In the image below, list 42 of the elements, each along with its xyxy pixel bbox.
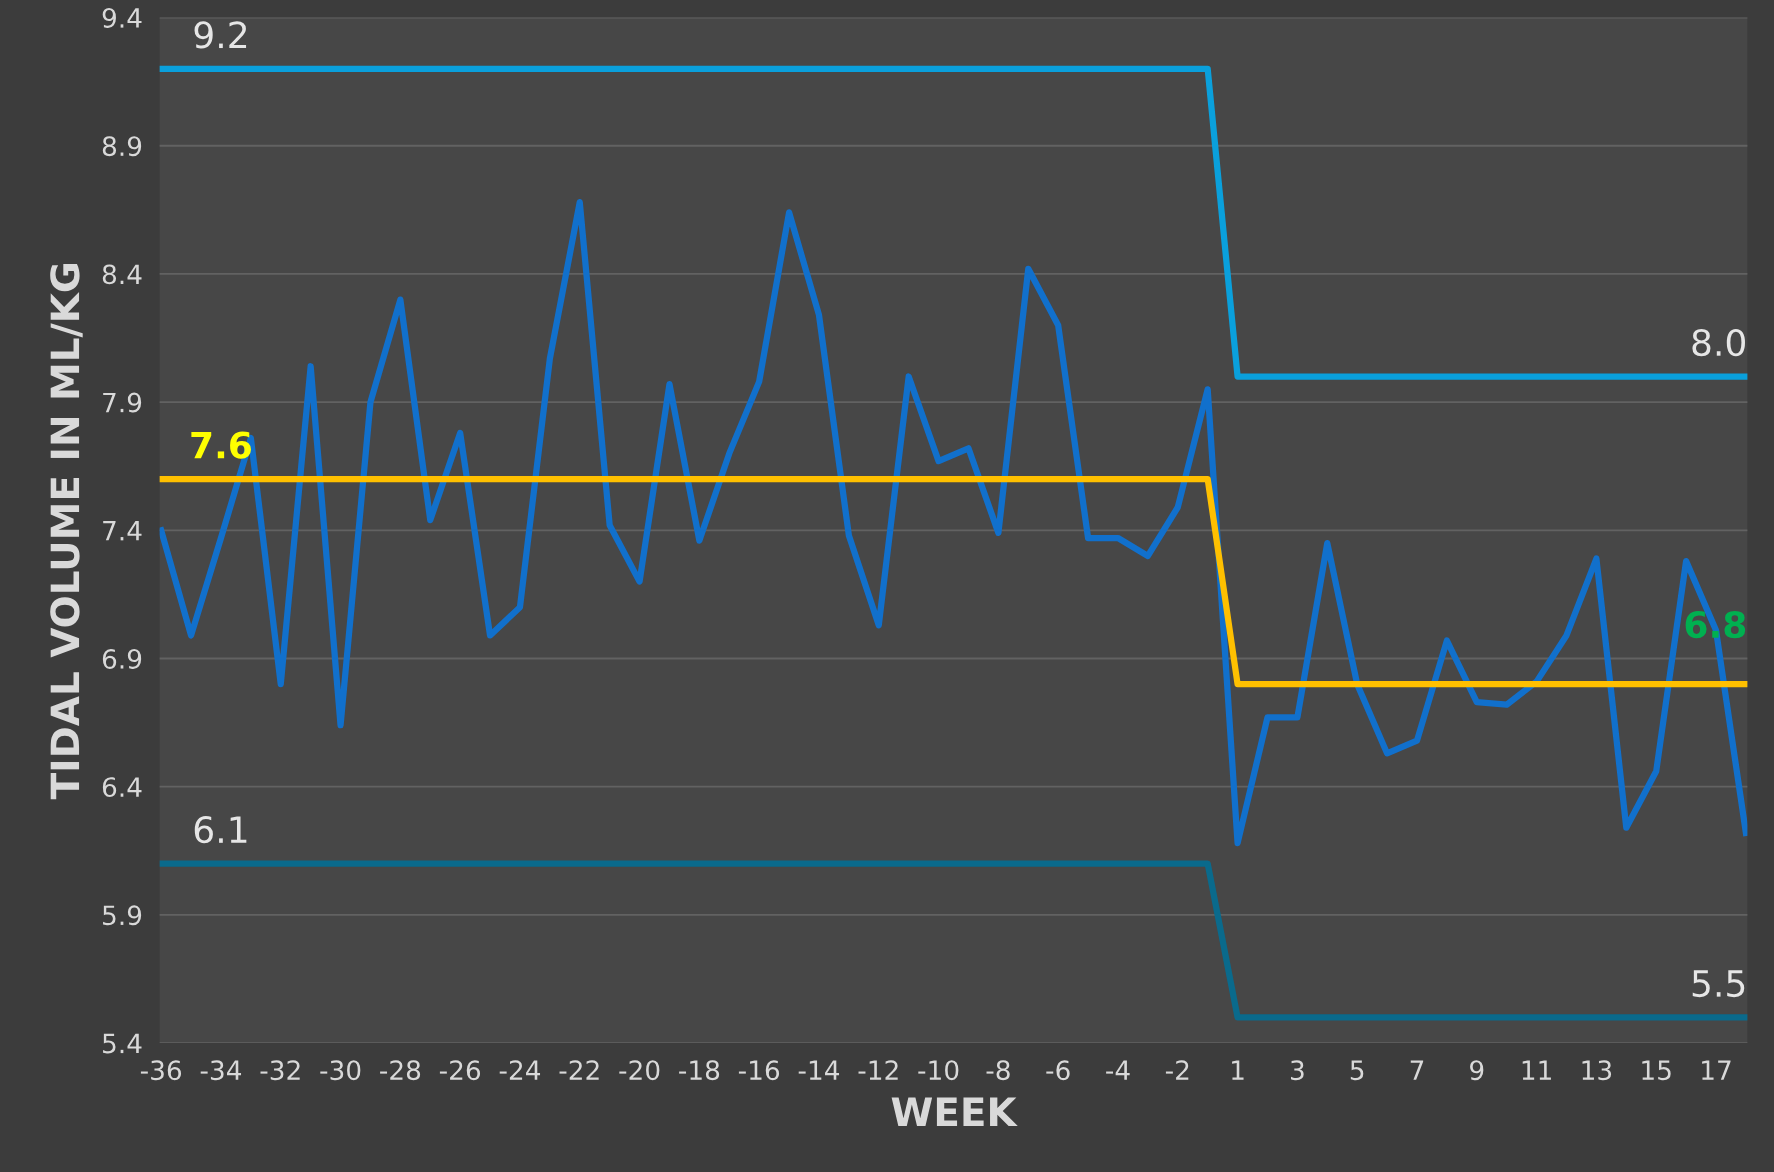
x-tick-label: -12 xyxy=(858,1060,898,1080)
x-tick-label: 9 xyxy=(1470,1060,1484,1081)
data-label: 5.5 xyxy=(1692,970,1745,998)
x-tick-label: -30 xyxy=(320,1060,361,1081)
y-tick-label: 9.4 xyxy=(102,8,142,28)
x-tick-label: -16 xyxy=(738,1060,780,1081)
x-tick-label: -26 xyxy=(439,1060,481,1081)
x-tick-label: 13 xyxy=(1582,1060,1612,1081)
y-axis-title: TIDAL VOLUME IN ML/KG xyxy=(50,264,83,800)
y-tick-label: 7.9 xyxy=(103,392,142,413)
y-tick-label: 8.9 xyxy=(102,136,142,157)
data-label: 6.1 xyxy=(194,816,247,844)
y-tick-label: 6.4 xyxy=(102,777,142,798)
x-tick-label: -6 xyxy=(1046,1060,1070,1081)
x-tick-label: -8 xyxy=(986,1060,1010,1081)
y-tick-label: 6.9 xyxy=(102,648,142,669)
x-tick-label: 3 xyxy=(1291,1060,1304,1081)
x-tick-label: -28 xyxy=(380,1060,421,1081)
x-tick-label: -2 xyxy=(1165,1060,1189,1080)
x-tick-label: 11 xyxy=(1522,1060,1551,1080)
y-tick-label: 8.4 xyxy=(102,264,142,285)
x-tick-label: -14 xyxy=(798,1060,840,1080)
data-label: 9.2 xyxy=(194,21,247,49)
x-tick-label: 1 xyxy=(1232,1060,1244,1080)
x-tick-label: 15 xyxy=(1642,1060,1671,1081)
data-label: 8.0 xyxy=(1692,328,1745,357)
x-tick-label: -20 xyxy=(619,1060,660,1081)
x-tick-label: 7 xyxy=(1410,1060,1424,1080)
x-tick-label: -24 xyxy=(499,1060,541,1080)
x-tick-label: -22 xyxy=(559,1060,599,1080)
x-tick-label: -4 xyxy=(1106,1060,1130,1080)
x-axis-title: WEEK xyxy=(891,1097,1018,1126)
y-tick-label: 5.4 xyxy=(103,1033,142,1054)
x-tick-label: -32 xyxy=(260,1060,300,1081)
x-tick-label: 5 xyxy=(1350,1060,1364,1081)
y-tick-label: 5.9 xyxy=(103,905,142,926)
x-tick-label: 17 xyxy=(1702,1060,1731,1080)
x-tick-label: -10 xyxy=(918,1060,959,1081)
y-tick-label: 7.4 xyxy=(103,521,142,541)
x-tick-label: -18 xyxy=(679,1060,720,1081)
x-tick-label: -36 xyxy=(140,1060,182,1081)
x-tick-label: -34 xyxy=(200,1060,242,1081)
